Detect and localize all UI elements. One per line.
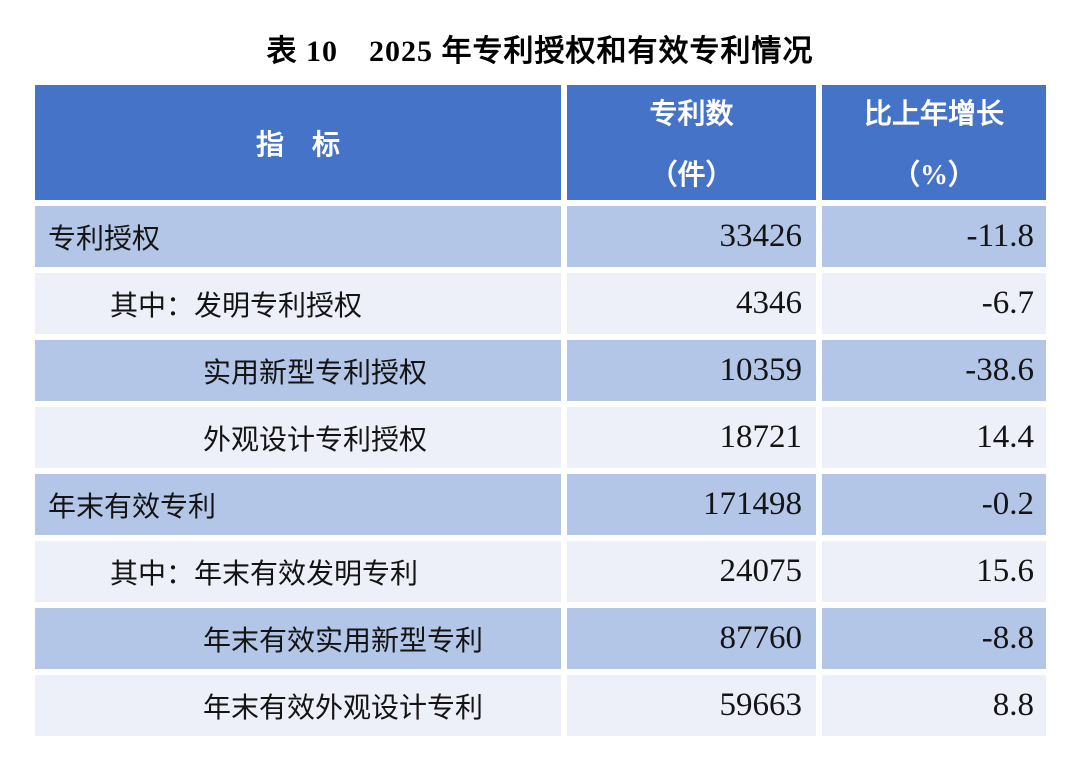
row-label: 实用新型专利授权 [203, 357, 428, 389]
row-label-cell: 年末有效外观设计专利 [35, 675, 561, 736]
header-indicator-cell: 指 标 [35, 85, 561, 200]
row-label: 其中：发明专利授权 [110, 290, 363, 322]
header-patent-count-line1: 专利数 [649, 99, 734, 130]
growth-cell: 14.4 [822, 407, 1046, 468]
row-label: 专利授权 [48, 223, 161, 255]
growth-cell: -8.8 [822, 608, 1046, 669]
row-label: 年末有效外观设计专利 [203, 692, 484, 724]
row-label-cell: 其中：发明专利授权 [35, 273, 561, 334]
patent-count-cell: 24075 [567, 541, 816, 602]
row-label: 外观设计专利授权 [203, 424, 428, 456]
row-label-cell: 专利授权 [35, 206, 561, 267]
patent-table: 指 标 专利数 （件） 比上年增长 （%） 专利授权 33426 -11.8 其… [35, 85, 1046, 736]
growth-cell: -6.7 [822, 273, 1046, 334]
row-label-cell: 外观设计专利授权 [35, 407, 561, 468]
growth-cell: -38.6 [822, 340, 1046, 401]
growth-cell: -0.2 [822, 474, 1046, 535]
table-title: 表 10 2025 年专利授权和有效专利情况 [266, 35, 814, 68]
row-label: 年末有效实用新型专利 [203, 625, 484, 657]
patent-count-cell: 171498 [567, 474, 816, 535]
row-label-cell: 实用新型专利授权 [35, 340, 561, 401]
row-label-cell: 年末有效实用新型专利 [35, 608, 561, 669]
patent-count-cell: 33426 [567, 206, 816, 267]
row-label: 其中：年末有效发明专利 [110, 558, 419, 590]
growth-cell: 15.6 [822, 541, 1046, 602]
row-label-cell: 其中：年末有效发明专利 [35, 541, 561, 602]
patent-count-cell: 59663 [567, 675, 816, 736]
header-growth-line1: 比上年增长 [863, 99, 1004, 130]
growth-cell: 8.8 [822, 675, 1046, 736]
patent-count-cell: 4346 [567, 273, 816, 334]
row-label-cell: 年末有效专利 [35, 474, 561, 535]
growth-cell: -11.8 [822, 206, 1046, 267]
patent-count-cell: 18721 [567, 407, 816, 468]
patent-count-cell: 10359 [567, 340, 816, 401]
header-patent-count-line2: （件） [649, 160, 734, 191]
patent-count-cell: 87760 [567, 608, 816, 669]
header-growth-cell: 比上年增长 （%） [822, 85, 1046, 200]
header-growth-line2: （%） [891, 160, 976, 191]
header-patent-count-cell: 专利数 （件） [567, 85, 816, 200]
row-label: 年末有效专利 [48, 491, 217, 523]
